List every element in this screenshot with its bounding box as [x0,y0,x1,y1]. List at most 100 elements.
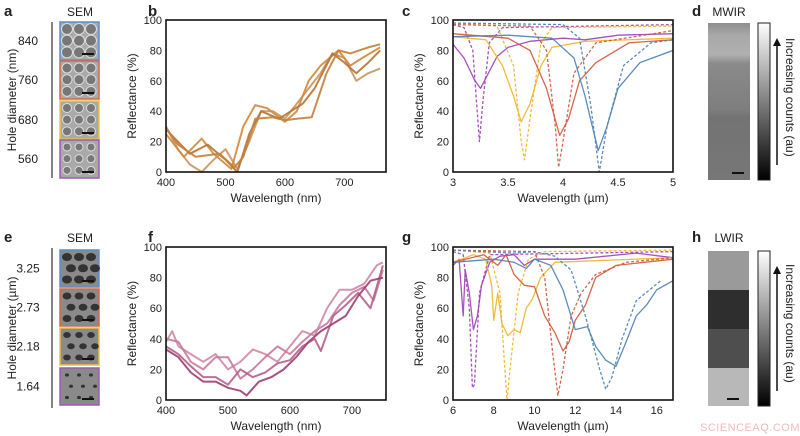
y-axis-label: Reflectance (%) [125,53,139,138]
y-tick-label: 80 [437,45,449,57]
series-line-solid-0 [453,33,673,90]
sem-hole [86,253,96,261]
sem-hole [66,264,76,273]
axis-label-a: Hole diameter (nm) [5,49,19,152]
panel-label-g: g [402,229,411,246]
panel-label-a: a [4,3,13,20]
x-axis-label: Wavelength (nm) [231,191,322,205]
sem-hole [62,165,72,175]
sem-hole [61,46,73,59]
y-tick-label: 0 [156,395,162,407]
y-tick-label: 0 [443,167,449,179]
sem-hole [86,275,96,284]
y-tick-label: 20 [150,364,162,376]
x-axis-label: Wavelength (µm) [517,419,608,433]
sem-hole [87,331,95,339]
x-axis-label: Wavelength (µm) [517,191,608,205]
sem-hole [85,85,97,97]
y-tick-label: 20 [437,137,449,149]
sem-hole [86,154,96,164]
x-tick-label: 500 [219,405,237,417]
sem-hole [62,154,72,164]
x-tick-label: 3.5 [500,177,515,189]
hole-diameter-label: 680 [18,113,38,127]
y-tick-label: 60 [150,303,162,315]
x-tick-label: 700 [335,177,353,189]
watermark: SCIENCEAQ.COM [700,422,800,434]
y-tick-label: 0 [443,395,449,407]
sem-hole [78,264,88,273]
x-tick-label: 600 [281,405,299,417]
sem-hole [75,354,83,361]
series-group [166,43,381,172]
colorbar-label-d: Increasing counts (au) [783,38,797,157]
x-axis-label: Wavelength (nm) [231,419,322,433]
sem-title-e: SEM [67,231,93,245]
series-line-solid-6 [453,258,673,367]
y-tick-label: 80 [150,273,162,285]
sem-hole [62,126,72,137]
y-tick-label: 40 [437,106,449,118]
series-line-solid-2 [166,265,384,386]
sem-hole [62,314,72,323]
series-line-solid-1 [166,269,384,380]
axis-label-e: Hole diameter (µm) [5,277,19,380]
series-line-solid-4 [453,254,673,352]
series-line-solid-2 [453,36,673,123]
chart-f: f 400 500 600 700 0 20 40 60 80 100 Wavelength (nm)… [125,229,387,433]
sem-hole [62,103,72,113]
sem-hole [90,303,100,311]
sem-hole [86,126,96,137]
x-tick-label: 3 [450,177,456,189]
chart-b: b 400 500 600 700 0 20 40 60 80 100 Wavelength (nm)… [125,3,387,205]
series-line-solid-6 [453,34,673,152]
series-line-solid-2 [166,49,381,172]
sem-tiles-a: 840 760 680 560 [18,21,100,179]
series-line-solid-1 [166,46,381,170]
series-line-solid-3 [166,43,381,169]
y-tick-label: 20 [437,364,449,376]
x-tick-label: 400 [157,405,175,417]
sem-hole [93,384,97,388]
sem-hole [74,154,84,164]
series-line-dashed-7 [453,249,662,390]
sem-hole [69,384,73,388]
sem-hole [74,253,84,261]
hole-diameter-label: 760 [18,73,38,87]
lwir-image [708,251,749,406]
sem-hole [61,23,73,35]
panel-label-c: c [402,3,410,20]
sem-hole [77,395,81,400]
y-tick-label: 80 [150,45,162,57]
hole-diameter-label: 1.64 [16,380,40,394]
sem-hole [65,395,69,400]
sem-hole [75,331,83,339]
sem-hole [74,142,84,152]
sem-hole [81,384,85,388]
hole-diameter-label: 2.73 [16,301,40,315]
x-tick-label: 4 [560,177,566,189]
series-line-dashed-5 [453,23,673,169]
hole-diameter-label: 560 [18,152,38,166]
sem-hole [65,373,69,377]
x-tick-label: 5 [670,177,676,189]
x-tick-label: 500 [216,177,234,189]
series-line-dashed-7 [453,22,673,172]
sem-hole [74,292,84,300]
sem-hole [86,292,96,300]
mwir-image [708,23,750,180]
y-tick-label: 0 [156,167,162,179]
sem-hole [74,103,84,113]
y-tick-label: 40 [150,106,162,118]
sem-title-a: SEM [67,5,93,19]
y-tick-label: 60 [150,76,162,88]
mwir-title: MWIR [712,5,746,19]
sem-hole [62,292,72,300]
y-axis-label: Reflectance (%) [412,53,426,138]
sem-hole [63,354,71,361]
sem-hole [85,62,97,74]
series-line-solid-4 [453,33,673,137]
y-tick-label: 100 [431,15,449,27]
sem-hole [89,373,93,377]
sem-hole [73,23,85,35]
